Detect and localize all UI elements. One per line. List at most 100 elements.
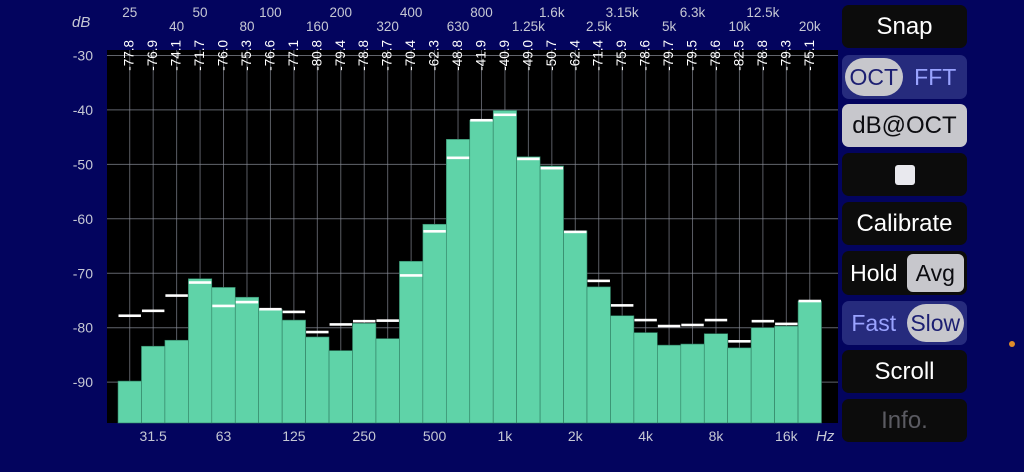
bottom-frequency-label: 125	[282, 428, 306, 444]
peak-hold-marker	[540, 166, 564, 170]
spectrum-bar	[563, 230, 588, 424]
spectrum-bar	[797, 300, 822, 424]
slow-option[interactable]: Slow	[906, 304, 964, 342]
top-frequency-label: 25	[122, 5, 137, 20]
peak-hold-marker	[493, 113, 517, 117]
top-frequency-label: 5k	[662, 19, 677, 34]
peak-hold-marker	[212, 304, 235, 308]
spectrum-bar	[727, 347, 752, 424]
band-level-label: -71.7	[192, 40, 207, 71]
y-tick-label: -60	[73, 211, 93, 227]
band-level-label: -49.0	[520, 40, 535, 71]
snap-button[interactable]: Snap	[842, 5, 967, 48]
band-level-label: -50.7	[544, 40, 559, 71]
top-frequency-label: 1.6k	[539, 5, 565, 20]
calibrate-label: Calibrate	[856, 209, 953, 237]
band-level-label: -78.8	[356, 40, 371, 71]
band-level-label: -70.4	[403, 40, 418, 71]
spectrum-bar	[680, 343, 705, 424]
band-level-label: -78.8	[755, 40, 770, 71]
bottom-frequency-label: 4k	[638, 428, 654, 444]
y-tick-label: -30	[73, 47, 93, 63]
oct-fft-toggle[interactable]: OCT FFT	[842, 55, 967, 99]
peak-hold-marker	[798, 299, 821, 303]
spectrum-bar	[492, 110, 517, 424]
band-level-label: -80.8	[309, 40, 324, 71]
band-level-label: -48.8	[450, 40, 465, 71]
spectrum-bar	[422, 223, 447, 424]
peak-hold-marker	[329, 323, 352, 326]
y-tick-label: -80	[73, 320, 93, 336]
info-button[interactable]: Info.	[842, 399, 967, 442]
oct-option[interactable]: OCT	[845, 58, 903, 96]
bottom-frequency-label: 16k	[775, 428, 799, 444]
spectrum-bar	[234, 296, 260, 424]
peak-hold-marker	[704, 318, 728, 322]
fft-option[interactable]: FFT	[914, 63, 957, 90]
peak-hold-marker	[259, 307, 282, 311]
bottom-frequency-label: 250	[353, 428, 377, 444]
y-axis-unit-label: dB	[72, 14, 90, 31]
fast-slow-toggle[interactable]: Fast Slow	[842, 301, 967, 345]
y-tick-label: -90	[73, 374, 93, 390]
top-frequency-label: 80	[239, 19, 254, 34]
bottom-frequency-label: 8k	[709, 428, 725, 444]
top-frequency-label: 2.5k	[586, 19, 612, 34]
band-level-label: -76.0	[216, 40, 231, 71]
spectrum-bar	[539, 165, 564, 424]
peak-hold-marker	[188, 281, 212, 284]
peak-hold-marker	[657, 324, 681, 328]
peak-hold-marker	[634, 318, 657, 322]
spectrum-bar	[164, 339, 189, 424]
peak-hold-marker	[681, 323, 704, 327]
bottom-frequency-label: 1k	[498, 428, 514, 444]
spectrum-bar	[657, 344, 682, 424]
top-frequency-label: 50	[193, 5, 208, 20]
bottom-frequency-label: 31.5	[140, 428, 167, 444]
y-tick-label: -70	[73, 265, 93, 281]
peak-hold-marker	[141, 309, 165, 313]
info-label: Info.	[881, 406, 928, 434]
top-frequency-label: 1.25k	[512, 19, 545, 34]
peak-hold-marker	[118, 314, 141, 318]
db-oct-button[interactable]: dB@OCT	[842, 104, 967, 147]
band-level-label: -78.6	[638, 40, 653, 71]
hold-avg-toggle[interactable]: Hold Avg	[842, 251, 967, 295]
y-tick-label: -40	[73, 102, 93, 118]
spectrum-bar	[586, 286, 611, 424]
avg-option[interactable]: Avg	[906, 254, 964, 292]
stop-button[interactable]	[842, 153, 967, 196]
top-frequency-label: 20k	[799, 19, 821, 34]
peak-hold-marker	[353, 319, 376, 323]
band-level-label: -78.6	[708, 40, 723, 71]
band-level-label: -74.1	[169, 40, 184, 71]
hold-option[interactable]: Hold	[850, 259, 898, 286]
peak-hold-marker	[423, 230, 446, 233]
top-frequency-label: 40	[169, 19, 184, 34]
top-frequency-label: 12.5k	[746, 5, 779, 20]
snap-label: Snap	[876, 12, 933, 40]
scroll-button[interactable]: Scroll	[842, 350, 967, 393]
top-frequency-label: 10k	[729, 19, 751, 34]
band-level-label: -40.9	[497, 40, 512, 71]
band-level-label: -76.9	[145, 40, 160, 71]
top-frequency-label: 3.15k	[606, 5, 639, 20]
spectrum-bar	[774, 325, 799, 424]
top-frequency-label: 400	[400, 5, 423, 20]
peak-hold-marker	[587, 279, 610, 283]
db-oct-label: dB@OCT	[852, 111, 957, 139]
y-tick-label: -50	[73, 156, 93, 172]
scroll-label: Scroll	[874, 357, 935, 385]
band-level-label: -82.5	[731, 40, 746, 71]
band-level-label: -75.3	[239, 40, 254, 71]
fast-option[interactable]: Fast	[851, 309, 897, 336]
band-level-label: -79.4	[333, 40, 348, 71]
calibrate-button[interactable]: Calibrate	[842, 202, 967, 245]
spectrum-bar	[352, 323, 377, 424]
spectrum-analyzer-chart: dB Hz -30 -40 -50 -60 -70 -80 -90 25 50 100 200 40…	[72, 5, 838, 445]
bottom-frequency-label: 63	[216, 428, 232, 444]
peak-hold-marker	[610, 304, 634, 307]
band-level-label: -71.4	[591, 40, 606, 71]
status-dot-indicator	[1009, 341, 1015, 347]
bottom-frequency-label: 2k	[568, 428, 584, 444]
